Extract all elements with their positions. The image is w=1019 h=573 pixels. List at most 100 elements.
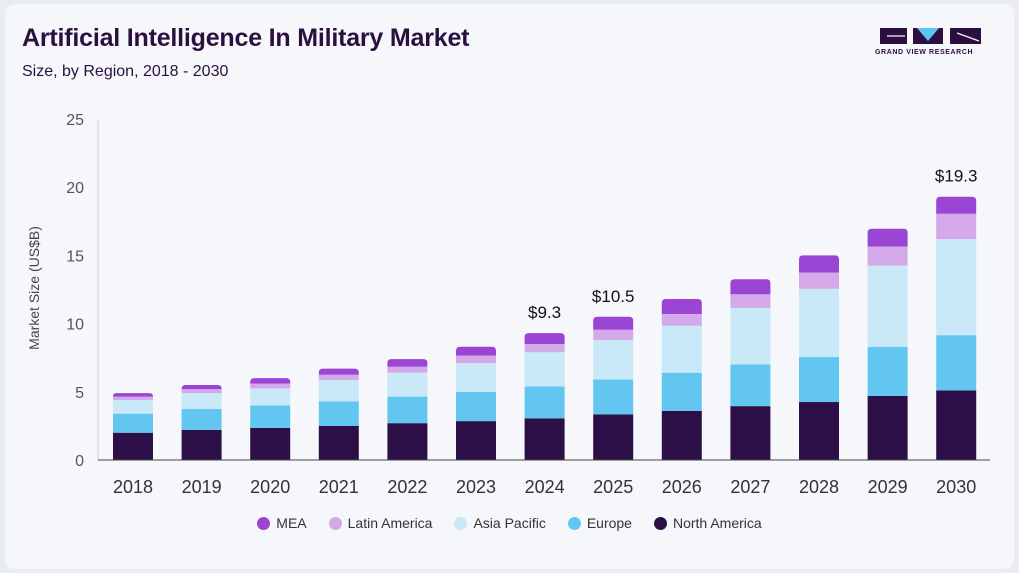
- x-tick-label: 2021: [319, 477, 359, 497]
- bar-segment-latin-america: [799, 272, 839, 289]
- legend-swatch: [567, 516, 581, 530]
- bar-segment-mea: [730, 279, 771, 295]
- bar-segment-asia-pacific: [799, 288, 839, 358]
- x-tick-label: 2018: [113, 477, 153, 497]
- total-value-label: $19.3: [935, 167, 978, 186]
- bar-segment-mea: [181, 384, 222, 390]
- bar-segment-asia-pacific: [730, 307, 771, 365]
- bar-segment-mea: [387, 359, 428, 367]
- x-tick-label: 2022: [387, 477, 427, 497]
- bar-segment-mea: [524, 333, 565, 345]
- bar-segment-asia-pacific: [456, 363, 496, 392]
- chart-legend: MEA Latin America Asia Pacific Europe North …: [0, 515, 1019, 531]
- logo-mark-icon: [880, 28, 981, 44]
- bar-segment-europe: [318, 401, 359, 426]
- bar-segment-latin-america: [936, 213, 977, 240]
- bar-stack-2022: [387, 359, 428, 460]
- y-tick-label: 25: [66, 112, 84, 129]
- bar-segment-north-america: [799, 402, 839, 460]
- grand-view-research-logo: GRAND VIEW RESEARCH: [875, 24, 981, 60]
- x-tick-label: 2023: [456, 477, 496, 497]
- bar-segment-north-america: [318, 425, 359, 460]
- bar-segment-mea: [318, 368, 359, 375]
- bar-segment-latin-america: [867, 246, 908, 266]
- y-tick-label: 15: [66, 248, 84, 265]
- bar-segment-europe: [113, 413, 153, 433]
- legend-swatch: [328, 516, 342, 530]
- bar-segment-europe: [456, 391, 496, 422]
- y-tick-label: 20: [66, 180, 84, 197]
- bar-segment-europe: [661, 372, 702, 411]
- bar-segment-europe: [799, 357, 839, 403]
- bar-segment-asia-pacific: [524, 352, 565, 387]
- bar-segment-north-america: [113, 432, 153, 460]
- x-tick-label: 2027: [730, 477, 770, 497]
- bar-segment-europe: [387, 396, 428, 424]
- bar-stack-2019: [181, 384, 222, 460]
- bar-segment-mea: [867, 228, 908, 247]
- bar-segment-latin-america: [181, 389, 222, 394]
- total-annotations: $9.3 $10.5 $19.3: [528, 167, 977, 322]
- bar-segment-europe: [181, 408, 222, 430]
- legend-swatch: [653, 516, 667, 530]
- bar-segment-europe: [524, 386, 565, 419]
- bar-segment-europe: [936, 335, 977, 391]
- bar-segment-asia-pacific: [661, 325, 702, 373]
- bar-segment-mea: [799, 255, 839, 273]
- bar-segment-north-america: [867, 395, 908, 460]
- bar-segment-latin-america: [730, 294, 771, 308]
- legend-item-latin-america: Latin America: [328, 515, 432, 531]
- bar-segment-europe: [867, 346, 908, 396]
- legend-item-asia-pacific: Asia Pacific: [454, 515, 546, 531]
- bar-segment-latin-america: [113, 396, 153, 400]
- bar-segment-europe: [593, 379, 634, 415]
- bar-segment-north-america: [936, 390, 977, 460]
- bar-segment-mea: [936, 196, 977, 214]
- bar-segment-asia-pacific: [387, 372, 428, 397]
- chart-card: [5, 4, 1014, 569]
- bar-stack-2025: [593, 316, 634, 460]
- bar-segment-north-america: [456, 421, 496, 460]
- bar-segment-asia-pacific: [593, 339, 634, 380]
- bar-segment-latin-america: [593, 329, 634, 340]
- bar-segment-latin-america: [661, 314, 702, 326]
- bar-segment-north-america: [661, 410, 702, 460]
- bar-segment-latin-america: [250, 383, 291, 389]
- x-tick-label: 2024: [525, 477, 565, 497]
- bar-segment-asia-pacific: [181, 393, 222, 409]
- bar-segment-europe: [250, 405, 291, 428]
- bar-stack-2020: [250, 378, 291, 460]
- bar-segment-mea: [250, 378, 291, 384]
- x-tick-label: 2026: [662, 477, 702, 497]
- logo-text: GRAND VIEW RESEARCH: [875, 49, 974, 56]
- bar-stack-2018: [113, 393, 153, 460]
- bar-segment-asia-pacific: [936, 239, 977, 336]
- bar-segment-mea: [456, 346, 496, 356]
- chart-title: Artificial Intelligence In Military Mark…: [22, 24, 470, 52]
- bar-stack-2030: [936, 196, 977, 460]
- y-tick-label: 10: [66, 317, 84, 334]
- x-tick-label: 2028: [799, 477, 839, 497]
- bar-segment-latin-america: [524, 344, 565, 353]
- legend-swatch: [454, 516, 468, 530]
- bar-stack-2028: [799, 255, 839, 460]
- y-tick-label: 5: [75, 385, 84, 402]
- bar-segment-latin-america: [318, 374, 359, 381]
- bar-segment-north-america: [387, 423, 428, 460]
- bar-segment-asia-pacific: [250, 388, 291, 406]
- bar-stack-2024: [524, 333, 565, 460]
- bar-segment-latin-america: [387, 366, 428, 373]
- y-axis: 0 5 10 15 20 25: [66, 112, 99, 470]
- bar-segment-north-america: [524, 418, 565, 460]
- bar-stack-2027: [730, 279, 771, 460]
- x-tick-label: 2030: [936, 477, 976, 497]
- bar-segment-north-america: [730, 406, 771, 460]
- bar-stacks: [113, 196, 977, 460]
- x-tick-label: 2025: [593, 477, 633, 497]
- legend-label: North America: [672, 515, 762, 531]
- legend-label: Asia Pacific: [473, 515, 546, 531]
- bar-stack-2029: [867, 228, 908, 460]
- bar-segment-north-america: [250, 427, 291, 460]
- legend-item-europe: Europe: [567, 515, 632, 531]
